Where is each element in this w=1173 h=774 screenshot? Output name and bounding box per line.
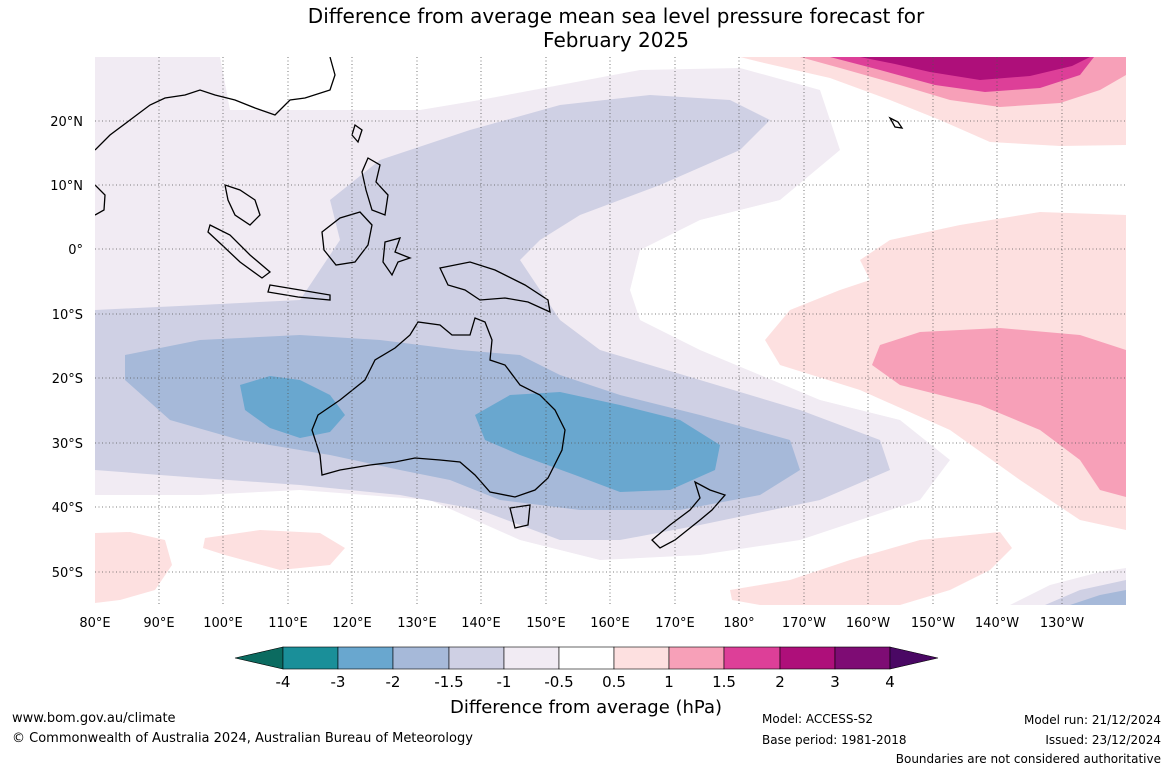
lat-label: 10°N [50,179,83,194]
lon-label: 160°W [846,616,890,631]
longitude-labels: 80°E 90°E 100°E 110°E 120°E 130°E 140°E … [79,616,1084,631]
lon-label: 100°E [203,616,243,631]
india-coast [95,184,106,216]
colorbar-ticks: -4 -3 -2 -1.5 -1 -0.5 0.5 1 1.5 2 3 4 [276,673,895,691]
colorbar-swatch [282,646,339,670]
lon-label: 130°W [1040,616,1084,631]
colorbar-tick: -0.5 [544,673,573,691]
lon-label: 80°E [79,616,110,631]
title-line-1: Difference from average mean sea level p… [307,4,925,28]
philippines-coast [361,157,389,216]
lon-label: 150°W [911,616,955,631]
colorbar-tick: 2 [775,673,785,691]
sumatra-coast [207,224,272,279]
colorbar-tick: -2 [386,673,401,691]
lon-label: 130°E [397,616,437,631]
colorbar-tick: -1.5 [434,673,463,691]
coastlines [95,57,904,549]
colorbar-swatch [668,646,725,670]
contour-pos-0-5-south [203,530,345,570]
issued-text: Issued: 23/12/2024 [1045,733,1161,747]
colorbar-tick: -1 [497,673,512,691]
pressure-anomaly-field [95,57,1126,605]
latitude-labels: 20°N 10°N 0° 10°S 20°S 30°S 40°S 50°S [50,115,83,581]
sulawesi-coast [382,237,412,277]
base-period-text: Base period: 1981-2018 [762,733,907,747]
borneo-coast [321,211,373,266]
copyright-text: © Commonwealth of Australia 2024, Austra… [12,731,473,746]
hawaii-coast [888,116,904,129]
lon-label: 180° [723,616,754,631]
tasmania-coast [509,504,531,529]
colorbar-swatch [723,646,781,670]
colorbar-swatch-min [234,646,284,670]
lon-label: 140°W [975,616,1019,631]
lat-label: 0° [68,243,83,258]
colorbar-swatch [503,646,560,670]
colorbar-tick: 1.5 [712,673,736,691]
gridlines [95,57,1126,605]
colorbar-tick: -4 [276,673,291,691]
lon-label: 170°W [782,616,826,631]
lat-label: 20°S [52,372,83,387]
colorbar-label: Difference from average (hPa) [450,697,722,718]
lat-label: 20°N [50,115,83,130]
colorbar-swatch [392,646,450,670]
contour-pos-0-5-southeast [730,532,1012,605]
lat-label: 40°S [52,501,83,516]
title-line-2: February 2025 [543,28,689,52]
lat-label: 50°S [52,566,83,581]
taiwan-coast [351,123,363,144]
colorbar-tick: 1 [664,673,674,691]
colorbar-swatch [448,646,505,670]
chart-title: Difference from average mean sea level p… [0,4,1173,52]
colorbar-swatch [779,646,836,670]
lon-label: 140°E [461,616,501,631]
colorbar-tick: -3 [331,673,346,691]
lon-label: 160°E [590,616,630,631]
asia-coast [95,57,336,226]
colorbar [234,646,939,670]
colorbar-swatch [558,646,615,670]
lat-label: 10°S [52,308,83,323]
colorbar-swatch [834,646,891,670]
australia-coast [311,317,566,498]
lon-label: 120°E [332,616,372,631]
lon-label: 150°E [526,616,566,631]
contour-neg-2-east [475,392,720,492]
contour-pos-0-5-southwest [95,532,172,603]
lon-label: 110°E [268,616,308,631]
contour-neg-1-5-southeast [1070,590,1126,605]
colorbar-tick: 3 [830,673,840,691]
model-run-text: Model run: 21/12/2024 [1023,713,1161,727]
colorbar-swatch [337,646,394,670]
contour-pos-2-north [860,57,1090,80]
contour-pos-1-east [872,328,1126,497]
java-coast [267,284,331,301]
model-text: Model: ACCESS-S2 [762,712,874,726]
colorbar-tick: 4 [885,673,895,691]
lon-label: 90°E [143,616,174,631]
new-guinea-coast [439,261,551,314]
lat-label: 30°S [52,437,83,452]
disclaimer-text: Boundaries are not considered authoritat… [895,752,1161,766]
contour-neg-2-west [240,376,345,438]
colorbar-tick: 0.5 [602,673,626,691]
colorbar-swatch [613,646,670,670]
website-link[interactable]: www.bom.gov.au/climate [12,711,176,726]
lon-label: 170°E [655,616,695,631]
colorbar-swatch-max [889,646,939,670]
